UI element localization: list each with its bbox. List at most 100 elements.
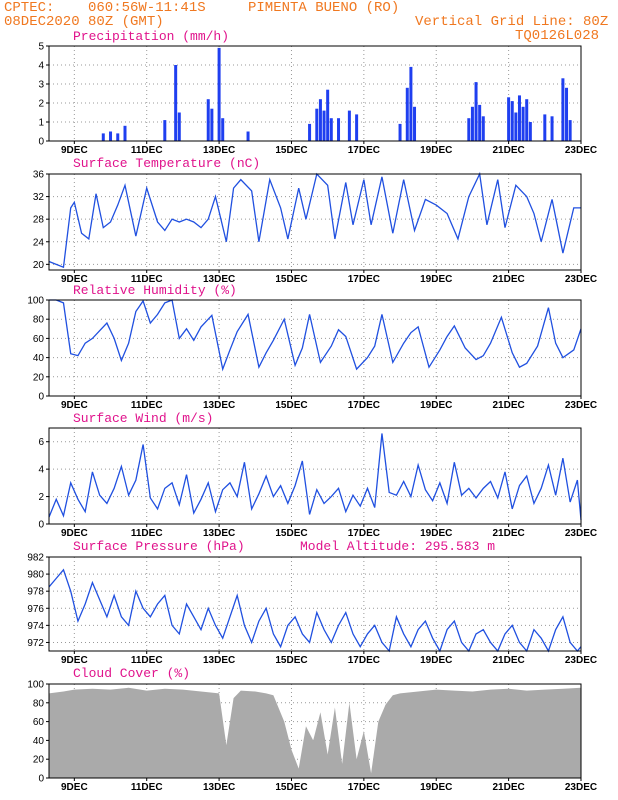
precip-bar: [568, 120, 572, 141]
y-tick-label: 980: [27, 570, 44, 581]
precip-bar: [550, 116, 554, 141]
y-tick-label: 5: [38, 42, 44, 53]
panel-frame: [48, 556, 582, 652]
model-code-label: TQ0126L028: [515, 28, 600, 44]
x-tick-label: 9DEC: [61, 528, 88, 539]
precip-bar: [174, 65, 178, 141]
precip-bar: [507, 97, 511, 141]
precip-bar: [101, 133, 105, 141]
y-tick-label: 976: [27, 604, 44, 615]
x-tick-label: 19DEC: [420, 655, 452, 666]
panel-border: [48, 299, 582, 397]
precip-bar: [308, 123, 312, 141]
y-tick-label: 4: [38, 465, 44, 476]
precip-bar: [409, 66, 413, 141]
panel-frame: [48, 45, 582, 142]
y-tick-label: 2: [38, 99, 44, 110]
x-tick-label: 9DEC: [61, 145, 88, 156]
x-tick-label: 9DEC: [61, 782, 88, 793]
precip-bar: [177, 112, 181, 141]
precip-bar: [315, 108, 319, 141]
y-tick-label: 80: [33, 698, 45, 709]
precip-bar: [474, 82, 478, 141]
precip-bar: [514, 112, 518, 141]
coordinates-label: 060:56W-11:41S: [88, 0, 206, 16]
panel-title: Cloud Cover (%): [73, 666, 190, 681]
y-tick-label: 6: [38, 437, 44, 448]
precip-bar: [337, 118, 341, 141]
y-tick-label: 982: [27, 553, 44, 564]
y-tick-label: 28: [33, 215, 45, 226]
x-tick-label: 19DEC: [420, 782, 452, 793]
y-tick-label: 0: [38, 520, 44, 531]
location-label: PIMENTA BUENO (RO): [248, 0, 400, 16]
precip-bar: [470, 106, 474, 141]
y-tick-label: 36: [33, 170, 45, 181]
panel-title: Surface Temperature (nC): [73, 156, 260, 171]
precip-bar: [521, 106, 525, 141]
x-tick-label: 17DEC: [348, 274, 380, 285]
y-tick-label: 0: [38, 137, 44, 148]
x-tick-label: 15DEC: [275, 655, 307, 666]
y-tick-label: 974: [27, 621, 44, 632]
x-tick-label: 17DEC: [348, 782, 380, 793]
series-line: [48, 171, 581, 269]
precip-bar: [246, 131, 250, 141]
precip-bar: [322, 110, 326, 141]
y-tick-label: 80: [33, 315, 45, 326]
x-tick-label: 13DEC: [203, 782, 235, 793]
precip-bar: [565, 87, 569, 141]
source-label: CPTEC:: [4, 0, 55, 16]
panel-border: [48, 683, 582, 779]
x-tick-label: 17DEC: [348, 655, 380, 666]
precip-bar: [413, 106, 417, 141]
precip-bar: [467, 118, 471, 141]
x-tick-label: 13DEC: [203, 655, 235, 666]
precip-bar: [398, 123, 402, 141]
x-tick-label: 23DEC: [565, 145, 597, 156]
precip-bar: [329, 118, 333, 141]
panel-title: Surface Wind (m/s): [73, 411, 213, 426]
precip-bar: [481, 116, 485, 141]
panel-title: Precipitation (mm/h): [73, 29, 229, 44]
x-tick-label: 19DEC: [420, 400, 452, 411]
y-tick-label: 0: [38, 392, 44, 403]
series-line: [49, 299, 582, 372]
x-tick-label: 21DEC: [492, 145, 524, 156]
precip-bar: [355, 114, 359, 141]
precip-bar: [478, 104, 482, 141]
panel-frame: [48, 427, 582, 525]
precip-bar: [561, 78, 565, 141]
y-tick-label: 978: [27, 587, 44, 598]
precip-bar: [123, 125, 127, 141]
y-tick-label: 32: [33, 192, 45, 203]
precip-bar: [510, 101, 514, 141]
x-tick-label: 19DEC: [420, 145, 452, 156]
x-tick-label: 11DEC: [131, 528, 163, 539]
series-line: [48, 568, 582, 653]
x-tick-label: 15DEC: [275, 274, 307, 285]
x-tick-label: 21DEC: [492, 782, 524, 793]
precip-bar: [109, 131, 113, 141]
grid-note-label: Vertical Grid Line: 80Z: [415, 14, 609, 30]
series-line: [48, 433, 582, 520]
x-tick-label: 15DEC: [275, 400, 307, 411]
precip-bar: [525, 99, 529, 141]
precip-bar: [163, 120, 167, 141]
precip-bar: [326, 89, 330, 141]
panel-title: Relative Humidity (%): [73, 283, 237, 298]
x-tick-label: 11DEC: [131, 274, 163, 285]
x-tick-label: 23DEC: [565, 528, 597, 539]
x-tick-label: 13DEC: [203, 274, 235, 285]
y-tick-label: 20: [33, 372, 45, 383]
y-tick-label: 972: [27, 638, 44, 649]
precip-bar: [116, 133, 120, 141]
precip-bar: [517, 95, 521, 141]
x-tick-label: 21DEC: [492, 655, 524, 666]
x-tick-label: 21DEC: [492, 400, 524, 411]
x-tick-label: 17DEC: [348, 400, 380, 411]
y-tick-label: 2: [38, 492, 44, 503]
precip-bar: [217, 47, 221, 141]
x-tick-label: 23DEC: [565, 782, 597, 793]
